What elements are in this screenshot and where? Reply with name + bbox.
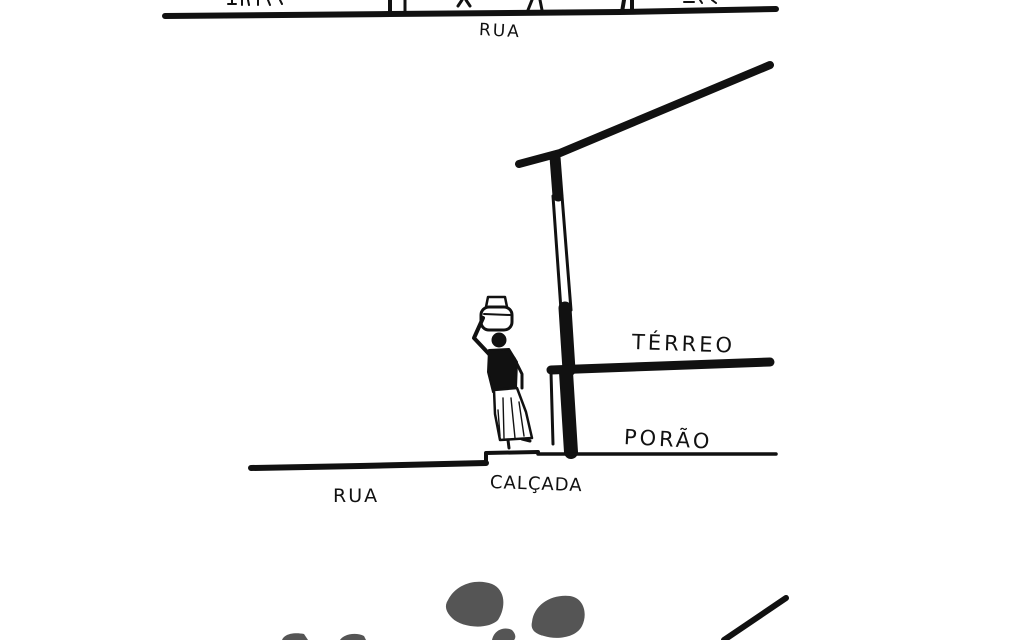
load-handle <box>484 295 509 309</box>
top-figure-fragment <box>456 0 544 12</box>
column-shaft-left <box>551 194 563 312</box>
gray-blob-4 <box>340 633 366 640</box>
label-basement: PORÃO <box>623 425 713 454</box>
column-base <box>558 301 576 377</box>
load-rim <box>483 313 511 316</box>
raised-arm <box>472 316 492 357</box>
figure-torso <box>487 348 518 393</box>
gray-blob-2 <box>531 595 585 638</box>
bottom-roof-line <box>721 595 789 640</box>
label-street: RUA <box>333 485 380 507</box>
top-wall-right <box>620 0 634 14</box>
house-section <box>248 61 778 471</box>
gray-blob-5 <box>492 628 516 640</box>
foundation-edge <box>549 370 555 446</box>
sidewalk-step <box>484 450 540 464</box>
label-sidewalk: CALÇADA <box>489 472 583 497</box>
skirt-folds <box>497 397 525 439</box>
label-street-top: RUA <box>478 20 522 43</box>
head-load <box>479 305 514 332</box>
side-arm <box>512 356 524 390</box>
woman-carrying-load <box>472 295 534 450</box>
bottom-panel-fragment <box>282 581 789 640</box>
gray-blob-1 <box>445 581 504 627</box>
label-ground-floor: TÉRREO <box>631 330 736 358</box>
column-shaft-right <box>560 194 573 312</box>
top-panel-fragment <box>162 0 779 19</box>
figure-head <box>491 332 507 348</box>
top-ground-line <box>162 6 779 19</box>
street-line <box>248 460 489 471</box>
roof-line <box>515 61 774 168</box>
foundation-wall <box>559 365 578 459</box>
figure-feet <box>506 437 532 450</box>
column-top <box>549 151 564 202</box>
ground-floor-slab <box>546 357 775 375</box>
top-cropped-text-right <box>683 0 717 4</box>
top-cropped-text-left <box>227 0 283 6</box>
gray-blob-3 <box>282 633 308 640</box>
